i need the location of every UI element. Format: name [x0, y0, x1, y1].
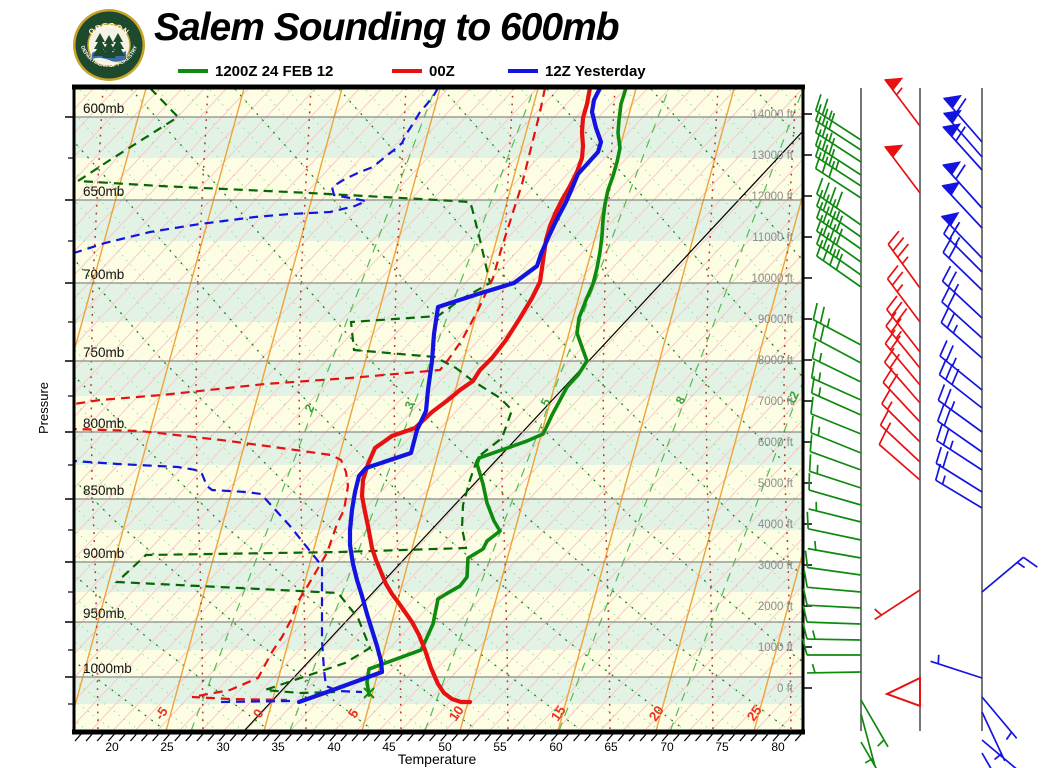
pressure-label: 600mb: [83, 101, 124, 116]
pressure-label: 850mb: [83, 483, 124, 498]
legend-label: 12Z Yesterday: [545, 62, 646, 80]
altitude-label: 11000 ft: [752, 232, 794, 244]
altitude-label: 4000 ft: [758, 519, 794, 531]
pressure-label: 1000mb: [83, 661, 132, 676]
dewpoint-curve: [74, 88, 547, 702]
svg-text:20: 20: [646, 703, 667, 724]
temperature-curves: [296, 88, 628, 705]
temp-tick-label: 30: [216, 740, 230, 754]
altitude-label: 5000 ft: [758, 478, 794, 490]
altitude-label: 13000 ft: [751, 150, 793, 162]
altitude-label: 9000 ft: [758, 314, 794, 326]
00Z-winds: [874, 77, 921, 731]
dewpoint-curve: [74, 88, 439, 694]
chart-legend: 1200Z 24 FEB 12 00Z 12Z Yesterday: [0, 62, 1060, 84]
wind-barb-columns: [801, 77, 1038, 768]
temp-tick-label: 80: [771, 740, 785, 754]
dewpoint-curves: [74, 88, 547, 704]
legend-swatch-green: [178, 69, 208, 73]
temp-tick-label: 65: [604, 740, 618, 754]
temp-tick-label: 75: [715, 740, 729, 754]
svg-text:12: 12: [783, 389, 802, 408]
legend-label: 1200Z 24 FEB 12: [215, 62, 334, 80]
pressure-label: 650mb: [83, 184, 124, 199]
temperature-curve: [296, 88, 604, 705]
temp-tick-label: 35: [271, 740, 285, 754]
temp-tick-label: 20: [105, 740, 119, 754]
pressure-label: 700mb: [83, 267, 124, 282]
pressure-label: 900mb: [83, 546, 124, 561]
altitude-label: 6000 ft: [758, 437, 794, 449]
legend-item-1200z: 1200Z 24 FEB 12: [178, 62, 333, 80]
altitude-label: 7000 ft: [758, 396, 794, 408]
svg-text:10: 10: [446, 703, 467, 724]
altitude-label: 2000 ft: [758, 601, 794, 613]
dewpoint-curve: [74, 88, 514, 695]
legend-swatch-blue: [508, 69, 538, 73]
altitude-label: 3000 ft: [758, 560, 794, 572]
pressure-label: 750mb: [83, 345, 124, 360]
temp-tick-label: 60: [549, 740, 563, 754]
page-title: Salem Sounding to 600mb: [154, 6, 620, 49]
altitude-label: 8000 ft: [758, 355, 794, 367]
temp-tick-label: 55: [493, 740, 507, 754]
pressure-label: 800mb: [83, 416, 124, 431]
altitude-label: 1000 ft: [758, 642, 794, 654]
altitude-label: 10000 ft: [751, 273, 793, 285]
temp-tick-label: 50: [438, 740, 452, 754]
x-axis-title: Temperature: [398, 751, 477, 767]
legend-item-12z-yesterday: 12Z Yesterday: [508, 62, 646, 80]
1200Z-winds: [801, 88, 889, 768]
legend-swatch-red: [392, 69, 422, 73]
altitude-label: 12000 ft: [751, 191, 793, 203]
pressure-label: 950mb: [83, 606, 124, 621]
altitude-label: 14000 ft: [751, 109, 793, 121]
plot-area: 2 3 5 8 12-5 0 5 10 15 20 25: [74, 88, 803, 731]
temp-tick-label: 70: [660, 740, 674, 754]
12Z-Yesterday-winds: [930, 88, 1038, 768]
legend-item-00z: 00Z: [392, 62, 455, 80]
legend-label: 00Z: [429, 62, 455, 80]
temp-tick-label: 25: [160, 740, 174, 754]
temp-tick-label: 45: [382, 740, 396, 754]
temperature-curve: [365, 88, 628, 697]
temp-tick-label: 40: [327, 740, 341, 754]
y-axis-title: Pressure: [36, 382, 51, 434]
altitude-label: 0 ft: [777, 683, 794, 695]
dewpoint-curve: [220, 699, 291, 704]
